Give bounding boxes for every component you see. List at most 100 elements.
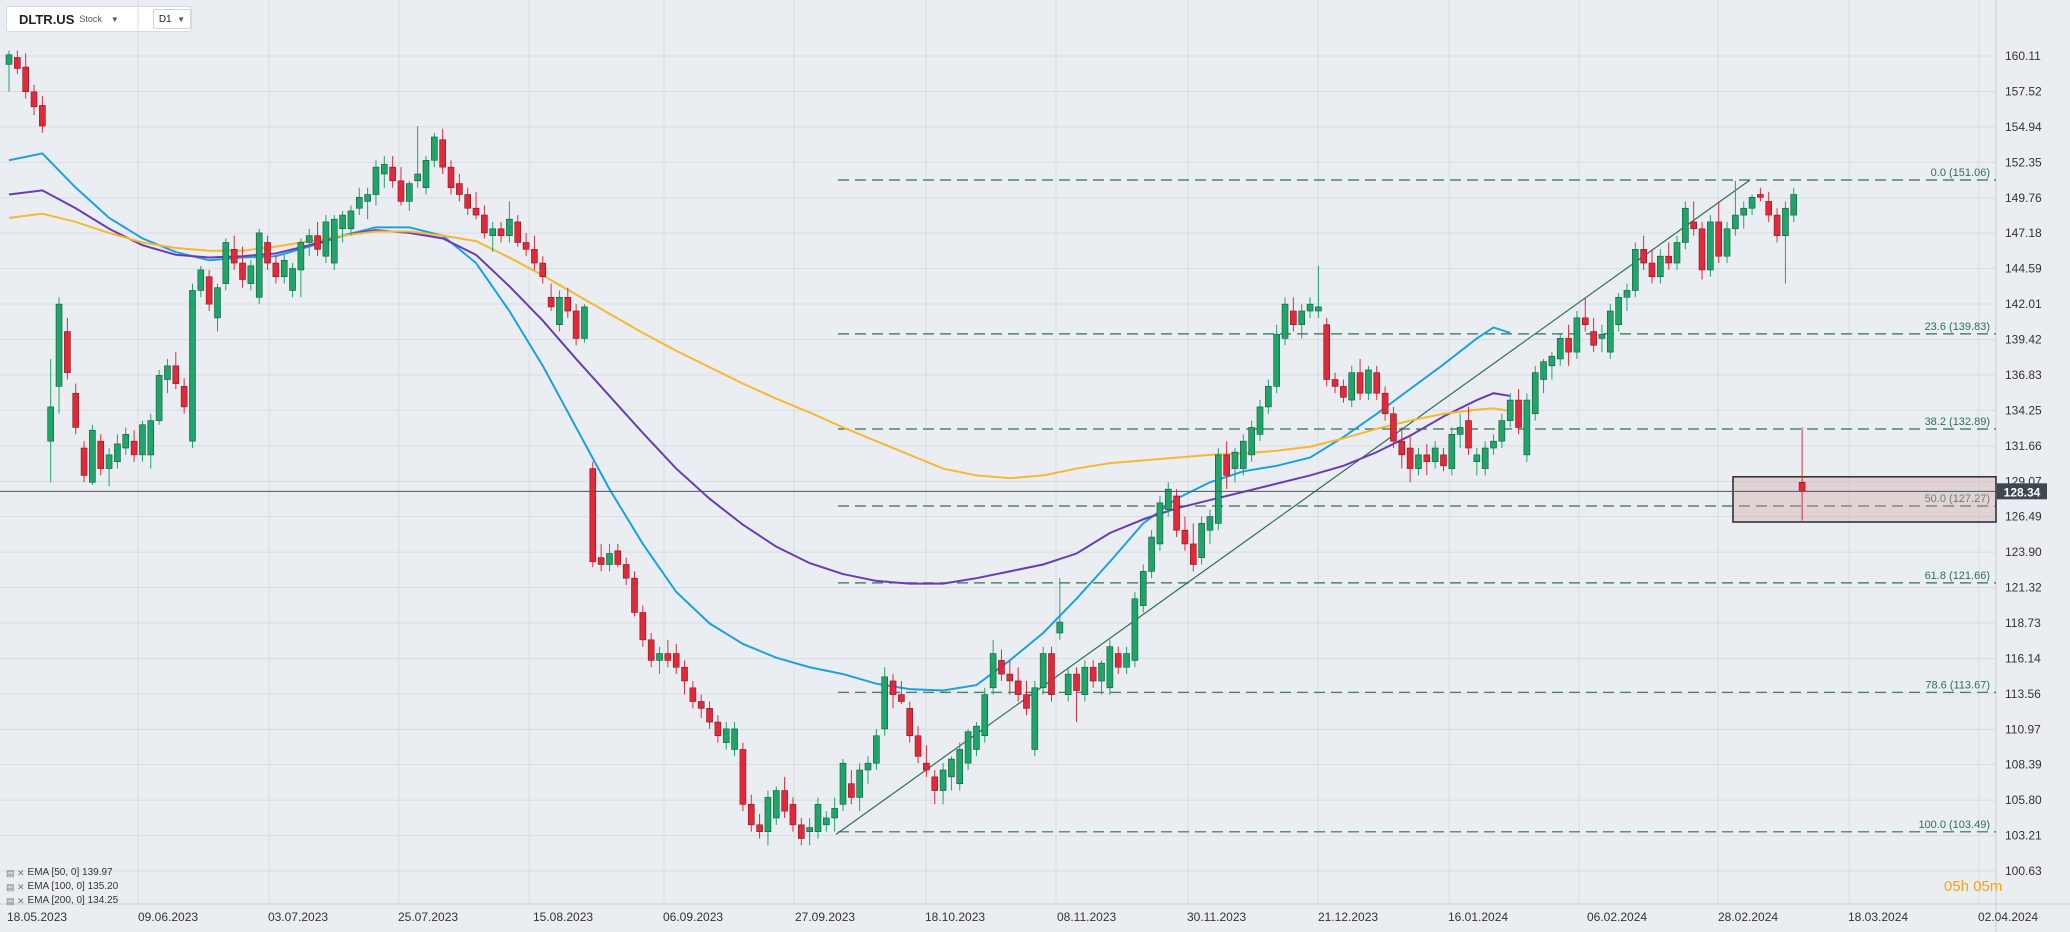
candle-body	[1773, 214, 1781, 236]
candle-body	[739, 749, 747, 805]
x-tick-label: 02.04.2024	[1978, 910, 2038, 924]
x-tick-label: 30.11.2023	[1187, 910, 1246, 924]
y-tick-label: 121.32	[2005, 581, 2042, 595]
candle-body	[431, 136, 438, 161]
candle-body	[1206, 516, 1214, 531]
candle-body	[230, 249, 238, 264]
candle-body	[531, 249, 538, 264]
candle-body	[305, 235, 313, 243]
candle-body	[706, 708, 713, 723]
candle-body	[1340, 386, 1347, 398]
candle-body	[264, 242, 271, 264]
x-tick-label: 16.01.2024	[1448, 910, 1508, 924]
candle-body	[1256, 406, 1264, 435]
candle-body	[1023, 694, 1030, 709]
candle-body	[172, 365, 180, 384]
candle-body	[597, 557, 605, 565]
current-price-tag	[1997, 483, 2047, 500]
candle-body	[647, 639, 655, 661]
indicator-label: EMA [200, 0] 134.25	[27, 895, 119, 906]
candle-body	[781, 790, 788, 812]
candle-body	[247, 265, 255, 284]
candle-body	[447, 166, 455, 188]
candle-body	[189, 290, 196, 442]
candle-body	[1240, 440, 1247, 469]
candle-body	[981, 694, 989, 737]
candle-body	[1606, 310, 1614, 353]
settings-icon[interactable]: ▤ ✕	[6, 882, 25, 892]
indicator-row[interactable]: ▤ ✕ EMA [100, 0] 135.20	[6, 880, 118, 894]
y-tick-label: 113.56	[2005, 687, 2041, 701]
candle-body	[864, 762, 872, 771]
symbol-name[interactable]: DLTR.US	[19, 11, 75, 27]
x-tick-label: 06.09.2023	[663, 910, 723, 924]
y-tick-label: 136.83	[2005, 368, 2042, 382]
y-tick-label: 108.39	[2005, 758, 2042, 772]
candle-body	[297, 242, 305, 271]
candle-body	[47, 406, 55, 442]
candle-body	[1406, 447, 1414, 469]
candle-body	[439, 139, 446, 168]
x-tick-label: 18.10.2023	[925, 910, 985, 924]
candle-body	[1265, 386, 1272, 408]
indicator-row[interactable]: ▤ ✕ EMA [200, 0] 134.25	[6, 894, 118, 908]
y-tick-label: 126.49	[2005, 510, 2042, 524]
candle-body	[214, 287, 221, 319]
y-tick-label: 154.94	[2005, 120, 2042, 134]
candle-body	[697, 701, 705, 709]
candle-body	[814, 803, 822, 832]
candle-body	[1398, 440, 1406, 456]
candle-body	[848, 783, 855, 798]
candle-body	[1106, 646, 1114, 689]
candle-body	[856, 769, 863, 798]
candle-body	[80, 447, 88, 476]
candle-body	[1123, 653, 1130, 668]
candle-body	[756, 824, 763, 832]
candle-body	[1448, 434, 1456, 469]
candle-body	[180, 386, 188, 408]
candle-body	[1114, 653, 1122, 668]
y-tick-label: 123.90	[2005, 545, 2042, 559]
candle-body	[30, 91, 38, 108]
candle-body	[1231, 451, 1239, 469]
candle-body	[1081, 666, 1089, 695]
fib-level-label: 0.0 (151.06)	[1931, 167, 1990, 179]
candle-body	[1431, 447, 1439, 463]
indicator-row[interactable]: ▤ ✕ EMA [50, 0] 139.97	[6, 866, 118, 880]
candle-body	[1757, 194, 1764, 198]
candle-body	[1490, 440, 1497, 449]
candle-body	[1373, 372, 1381, 394]
settings-icon[interactable]: ▤ ✕	[6, 896, 25, 906]
fib-level-label: 78.6 (113.67)	[1925, 679, 1990, 691]
candle-body	[1481, 447, 1489, 469]
candle-body	[1581, 317, 1589, 325]
candle-body	[831, 808, 838, 819]
candle-body	[97, 440, 105, 469]
candle-body	[1331, 379, 1339, 387]
x-tick-label: 15.08.2023	[533, 910, 593, 924]
candle-body	[1156, 502, 1164, 545]
chevron-down-icon[interactable]: ▼	[110, 14, 119, 24]
x-tick-label: 08.11.2023	[1057, 910, 1116, 924]
settings-icon[interactable]: ▤ ✕	[6, 868, 25, 878]
fib-level-label: 61.8 (121.66)	[1925, 570, 1990, 582]
candle-body	[622, 564, 630, 579]
candle-body	[1540, 361, 1547, 380]
y-tick-label: 147.18	[2005, 226, 2042, 240]
candle-body	[656, 653, 663, 661]
candle-body	[572, 310, 580, 339]
y-tick-label: 149.76	[2005, 191, 2042, 205]
candle-body	[114, 443, 121, 463]
candle-body	[547, 296, 555, 308]
candle-body	[914, 735, 922, 757]
y-tick-label: 103.21	[2005, 829, 2042, 843]
candle-body	[1198, 523, 1205, 558]
candle-body	[1798, 481, 1806, 492]
candle-body	[105, 454, 113, 469]
candle-body	[55, 303, 63, 387]
candle-body	[956, 749, 964, 785]
candle-body	[1465, 420, 1472, 449]
y-tick-label: 139.42	[2005, 332, 2042, 346]
timeframe-select[interactable]: D1 ▼	[152, 9, 191, 29]
